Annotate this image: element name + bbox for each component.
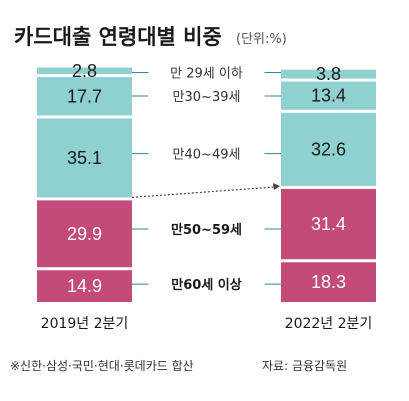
trend-connector-line xyxy=(131,186,276,198)
source-note-left: ※신한·삼성·국민·현대·롯데카드 합산 xyxy=(10,359,194,373)
chart-unit: (단위:%) xyxy=(236,32,287,47)
value-label-2-4: 13.4 xyxy=(311,86,346,106)
series-label-1: 만60세 이상 xyxy=(171,277,241,293)
value-label-2-1: 18.3 xyxy=(311,272,346,292)
series-label-5: 만 29세 이하 xyxy=(170,66,243,81)
value-label-1-3: 35.1 xyxy=(67,148,102,168)
guides-layer xyxy=(131,61,281,296)
labels-layer: 14.9 29.9 35.1 17.7 2.8 2019년 2분기 18.3 31.4 32.6… xyxy=(41,61,373,332)
series-label-bg-1 xyxy=(148,273,265,296)
value-label-2-3: 32.6 xyxy=(311,139,346,159)
value-label-1-2: 29.9 xyxy=(67,224,102,244)
category-label-2: 2022년 2분기 xyxy=(285,316,373,332)
bar-segment-2-3 xyxy=(281,112,376,186)
value-label-1-1: 14.9 xyxy=(67,276,102,296)
series-label-3: 만40~49세 xyxy=(173,148,241,163)
bar-segment-1-4 xyxy=(37,77,132,116)
bar-segment-1-3 xyxy=(37,118,132,198)
series-label-bg-5 xyxy=(148,61,265,84)
category-label-1: 2019년 2분기 xyxy=(41,316,129,332)
bar-segment-1-5 xyxy=(37,67,132,75)
value-label-2-2: 31.4 xyxy=(311,214,346,234)
bar-segment-2-4 xyxy=(281,81,376,110)
series-label-bg-4 xyxy=(148,84,265,107)
trend-arrow-head xyxy=(273,182,280,190)
series-label-bg-3 xyxy=(148,142,265,165)
value-label-2-5: 3.8 xyxy=(316,64,341,84)
value-label-1-4: 17.7 xyxy=(67,86,102,106)
bar-segment-2-1 xyxy=(281,262,376,302)
series-label-bg-2 xyxy=(148,217,265,240)
series-label-4: 만30~39세 xyxy=(173,90,241,105)
value-label-1-5: 2.8 xyxy=(72,61,97,81)
source-note-right: 자료: 금융감독원 xyxy=(262,359,347,373)
bar-segment-1-1 xyxy=(37,270,132,302)
bars-layer xyxy=(37,67,376,302)
bar-segment-2-5 xyxy=(281,69,376,79)
bar-segment-2-2 xyxy=(281,188,376,260)
chart-title: 카드대출 연령대별 비중 xyxy=(14,25,222,49)
series-label-2: 만50~59세 xyxy=(171,222,242,238)
bar-segment-1-2 xyxy=(37,200,132,268)
